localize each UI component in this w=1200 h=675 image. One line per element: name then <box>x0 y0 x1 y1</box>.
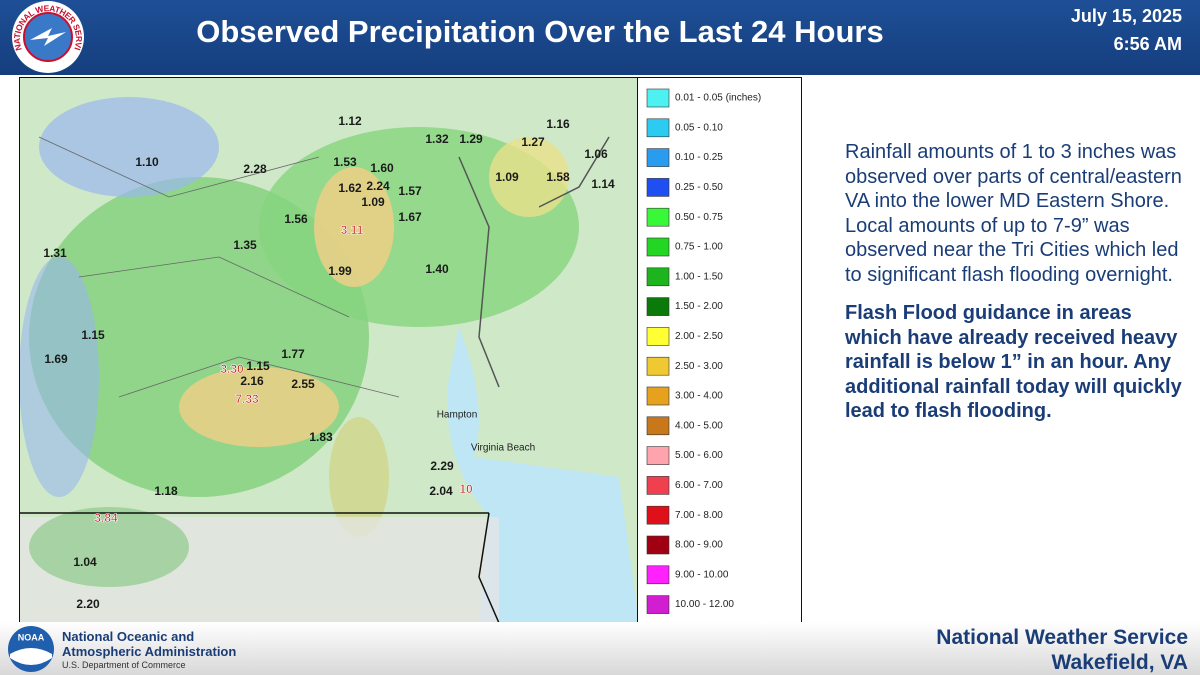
legend-label: 0.25 - 0.50 <box>675 182 723 193</box>
rainfall-amount: 2.29 <box>430 459 454 473</box>
rainfall-amount: 1.57 <box>398 184 422 198</box>
legend-label: 2.00 - 2.50 <box>675 331 723 342</box>
discussion-text: Rainfall amounts of 1 to 3 inches was ob… <box>845 141 1182 286</box>
legend-swatch <box>646 297 670 316</box>
legend-swatch <box>646 386 670 406</box>
legend-label: 0.75 - 1.00 <box>675 242 723 253</box>
legend-label: 5.00 - 6.00 <box>675 450 723 461</box>
rainfall-amount: 3.11 <box>341 223 364 237</box>
legend-swatch <box>646 535 670 555</box>
rainfall-amount: 1.15 <box>246 359 270 373</box>
rainfall-amount: 1.06 <box>584 147 608 161</box>
office-location: Wakefield, VA <box>1051 651 1188 674</box>
legend-swatch <box>646 416 670 436</box>
rainfall-amount: 1.10 <box>135 155 159 169</box>
rainfall-amount: 1.31 <box>43 246 67 260</box>
rainfall-amount: 2.20 <box>76 597 100 611</box>
noaa-dept: U.S. Department of Commerce <box>62 660 186 670</box>
rainfall-amount: 1.27 <box>521 135 545 149</box>
rainfall-amount: 1.18 <box>154 484 178 498</box>
legend-label: 0.05 - 0.10 <box>675 122 723 133</box>
noaa-name: Atmospheric Administration <box>62 644 237 659</box>
legend-label: 3.00 - 4.00 <box>675 391 723 402</box>
legend-swatch <box>646 446 670 465</box>
legend-swatch <box>646 565 670 585</box>
rainfall-amount: 7.33 <box>235 392 259 406</box>
legend-label: 10.00 - 12.00 <box>675 599 734 610</box>
legend-swatch <box>646 148 670 167</box>
legend-swatch <box>646 267 670 287</box>
legend-swatch <box>646 595 670 614</box>
rainfall-amount: 1.14 <box>591 177 615 191</box>
precip-map: 1.12 1.32 1.29 1.161.27 1.06 1.10 2.28 1.53 1.60… <box>19 77 639 623</box>
rainfall-amount: 1.62 <box>338 181 362 195</box>
rainfall-amount: 2.16 <box>240 374 264 388</box>
rainfall-amount: 1.29 <box>459 132 483 146</box>
rainfall-amount: 1.60 <box>370 161 394 175</box>
legend-label: 0.50 - 0.75 <box>675 212 723 223</box>
rainfall-amount: 2.24 <box>366 179 390 193</box>
rainfall-amount: 1.67 <box>398 210 422 224</box>
legend-label: 2.50 - 3.00 <box>675 361 723 372</box>
legend-swatch <box>646 356 670 376</box>
noaa-logo-text: NOAA <box>18 632 45 642</box>
time: 6:56 AM <box>1113 34 1182 54</box>
rainfall-amount: 1.12 <box>338 114 362 128</box>
rainfall-amount: 1.35 <box>233 238 257 252</box>
place-name: Virginia Beach <box>471 443 535 454</box>
legend-label: 1.50 - 2.00 <box>675 301 723 312</box>
legend-label: 0.01 - 0.05 (inches) <box>675 93 761 104</box>
legend-label: 9.00 - 10.00 <box>675 569 729 580</box>
legend-label: 0.10 - 0.25 <box>675 152 723 163</box>
header-bar: NATIONAL WEATHER SERVICE Observed Precip… <box>0 0 1200 75</box>
rainfall-amount: 1.83 <box>309 430 333 444</box>
rainfall-amount: 3.30 <box>220 362 244 376</box>
legend: 0.01 - 0.05 (inches) 0.05 - 0.10 0.10 - 0.… <box>637 77 802 623</box>
rainfall-amount: 1.56 <box>284 212 308 226</box>
legend-swatch <box>646 476 670 495</box>
rainfall-amount: 1.09 <box>495 170 519 184</box>
legend-swatch <box>646 237 670 257</box>
rainfall-amount: 1.58 <box>546 170 570 184</box>
nws-logo: NATIONAL WEATHER SERVICE <box>0 0 84 73</box>
rainfall-amount: 1.77 <box>281 347 305 361</box>
legend-label: 6.00 - 7.00 <box>675 480 723 491</box>
noaa-logo: NOAA <box>8 626 54 672</box>
rainfall-amount: 10 <box>459 482 473 496</box>
legend-swatch <box>646 327 670 346</box>
legend-swatch <box>646 88 670 108</box>
legend-label: 7.00 - 8.00 <box>675 510 723 521</box>
rainfall-amount: 1.09 <box>361 195 385 209</box>
rainfall-amount: 1.04 <box>73 555 97 569</box>
rainfall-amount: 2.55 <box>291 377 315 391</box>
rainfall-amount: 1.99 <box>328 264 352 278</box>
legend-label: 4.00 - 5.00 <box>675 420 723 431</box>
noaa-name: National Oceanic and <box>62 629 195 644</box>
office-name: National Weather Service <box>936 626 1188 649</box>
date: July 15, 2025 <box>1070 6 1182 26</box>
legend-swatch <box>646 207 670 227</box>
discussion: Rainfall amounts of 1 to 3 inches was ob… <box>845 140 1190 438</box>
legend-swatch <box>646 178 670 197</box>
legend-swatch <box>646 118 670 138</box>
title: Observed Precipitation Over the Last 24 … <box>196 14 884 49</box>
rainfall-amount: 3.84 <box>94 511 118 525</box>
rainfall-amount: 1.16 <box>546 117 570 131</box>
discussion-guidance: Flash Flood guidance in areas which have… <box>845 302 1182 422</box>
place-name: Hampton <box>437 410 478 421</box>
rainfall-amount: 1.69 <box>44 352 68 366</box>
footer: NOAA National Oceanic and Atmospheric Ad… <box>0 622 1200 675</box>
rainfall-amount: 1.32 <box>425 132 449 146</box>
legend-label: 1.00 - 1.50 <box>675 271 723 282</box>
legend-label: 8.00 - 9.00 <box>675 540 723 551</box>
legend-swatch <box>646 505 670 525</box>
rainfall-amount: 2.04 <box>429 484 453 498</box>
rainfall-amount: 1.53 <box>333 155 357 169</box>
rainfall-amount: 1.40 <box>425 262 449 276</box>
rainfall-amount: 2.28 <box>243 162 267 176</box>
rainfall-amount: 1.15 <box>81 328 105 342</box>
